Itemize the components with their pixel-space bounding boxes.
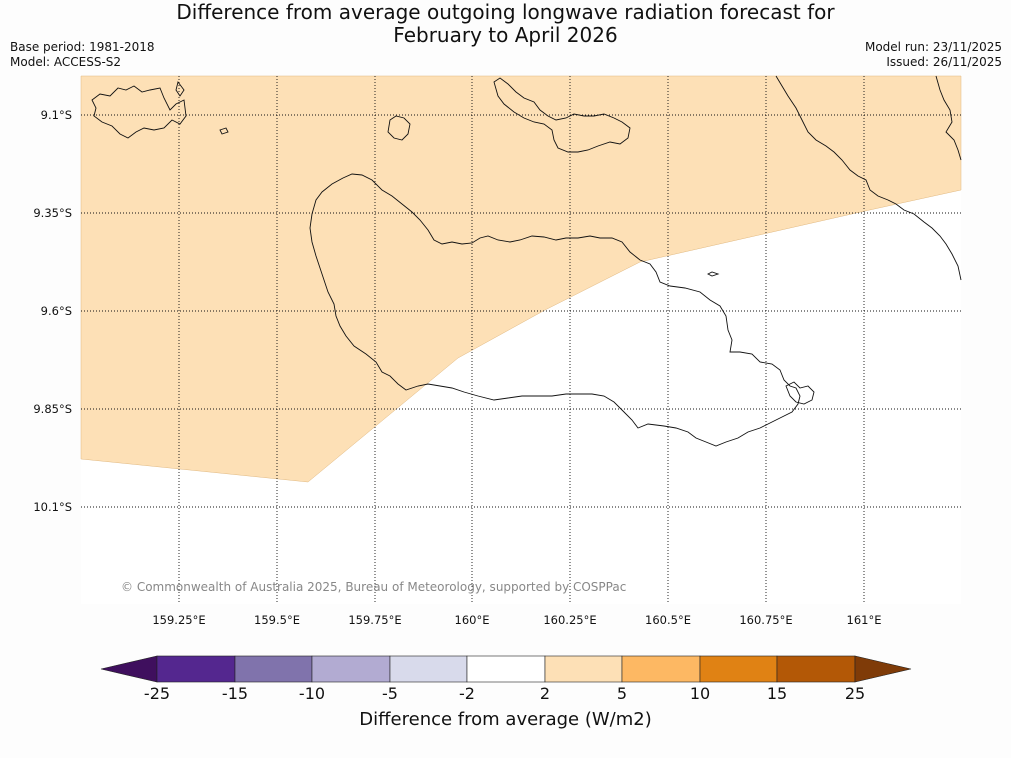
coastline-guadalcanal	[309, 173, 801, 447]
lat-label: 9.1°S	[40, 108, 72, 122]
colorbar-extend-low	[100, 655, 158, 683]
model-run: Model run: 23/11/2025	[864, 40, 1002, 54]
model-name: Model: ACCESS-S2	[10, 55, 122, 69]
coastline-russell-islands	[91, 85, 187, 139]
coastline-savo	[387, 115, 411, 141]
coastline-malaita-north	[935, 75, 962, 161]
lon-label: 160.5°E	[645, 613, 691, 627]
lon-label: 159.25°E	[152, 613, 206, 627]
colorbar-tick: 25	[844, 684, 866, 703]
coastlines	[91, 75, 962, 447]
graticule	[81, 76, 961, 604]
colorbar-tick: -15	[221, 684, 249, 703]
lat-label: 10.1°S	[33, 500, 72, 514]
colorbar-segment	[699, 655, 778, 683]
lat-label: 9.35°S	[33, 206, 72, 220]
coastline-islet	[219, 127, 229, 135]
copyright-notice: © Commonwealth of Australia 2025, Bureau…	[121, 580, 627, 594]
lon-label: 160.75°E	[739, 613, 793, 627]
colorbar-segment	[466, 655, 546, 683]
colorbar-extend-high	[854, 655, 912, 683]
colorbar-tick: -25	[143, 684, 171, 703]
colorbar-segment	[621, 655, 701, 683]
colorbar-title: Difference from average (W/m2)	[359, 709, 652, 730]
colorbar-tick: -5	[382, 684, 398, 703]
coastline-small-islet	[706, 271, 720, 277]
colorbar-tick: 10	[689, 684, 711, 703]
lon-label: 159.5°E	[254, 613, 300, 627]
lon-label: 159.75°E	[348, 613, 402, 627]
coastline-marau-islets	[785, 381, 815, 405]
colorbar-tick: 5	[616, 684, 628, 703]
coastline-florida-islands	[493, 77, 631, 153]
colorbar-tick: 2	[539, 684, 551, 703]
colorbar-tick: -2	[459, 684, 475, 703]
colorbar-segment	[156, 655, 236, 683]
issued-date: Issued: 26/11/2025	[886, 55, 1002, 69]
colorbar-tick: -10	[298, 684, 326, 703]
colorbar	[100, 655, 912, 683]
coastline-islet	[175, 80, 185, 97]
lat-label: 9.85°S	[33, 402, 72, 416]
colorbar-segment	[389, 655, 468, 683]
anomaly-region-2-to-5	[80, 75, 962, 483]
colorbar-segment	[776, 655, 856, 683]
colorbar-segment	[234, 655, 313, 683]
colorbar-segment	[311, 655, 391, 683]
chart-title-line1: Difference from average outgoing longwav…	[176, 0, 835, 24]
base-period: Base period: 1981-2018	[10, 40, 155, 54]
chart-title-line2: February to April 2026	[393, 23, 618, 47]
lon-label: 161°E	[846, 613, 882, 627]
colorbar-tick: 15	[766, 684, 788, 703]
lat-label: 9.6°S	[40, 304, 72, 318]
lon-label: 160.25°E	[543, 613, 597, 627]
colorbar-segment	[544, 655, 623, 683]
coastline-malaita	[775, 75, 962, 281]
lon-label: 160°E	[454, 613, 490, 627]
